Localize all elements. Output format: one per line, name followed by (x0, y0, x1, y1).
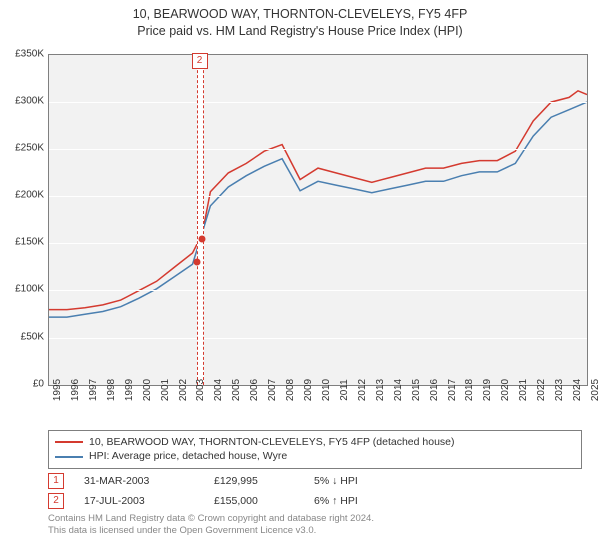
y-tick-label: £350K (0, 48, 44, 59)
y-tick-label: £200K (0, 190, 44, 201)
marker-badge: 2 (192, 53, 208, 69)
chart: 2 £0 £50K £100K £150K £200K £250K £300K £350K 19… (0, 44, 600, 424)
y-tick-label: £0 (0, 378, 44, 389)
x-tick-label: 2008 (285, 379, 296, 401)
x-tick-label: 2010 (321, 379, 332, 401)
gridline-h (49, 149, 587, 150)
x-tick-label: 2020 (500, 379, 511, 401)
marker-data-row: 2 17-JUL-2003 £155,000 6% ↑ HPI (48, 493, 590, 509)
gridline-h (49, 243, 587, 244)
x-tick-label: 2000 (142, 379, 153, 401)
x-tick-label: 2017 (447, 379, 458, 401)
x-tick-label: 2011 (339, 379, 350, 401)
gridline-h (49, 102, 587, 103)
x-tick-label: 2009 (303, 379, 314, 401)
marker-row-price: £155,000 (214, 495, 294, 507)
x-tick-label: 1998 (106, 379, 117, 401)
footer: Contains HM Land Registry data © Crown c… (48, 513, 590, 537)
x-tick-label: 2025 (590, 379, 600, 401)
x-tick-label: 2003 (195, 379, 206, 401)
x-tick-label: 2021 (518, 379, 529, 401)
x-tick-label: 2015 (411, 379, 422, 401)
marker-data-row: 1 31-MAR-2003 £129,995 5% ↓ HPI (48, 473, 590, 489)
footer-line-1: Contains HM Land Registry data © Crown c… (48, 513, 590, 525)
x-tick-label: 2006 (249, 379, 260, 401)
title-block: 10, BEARWOOD WAY, THORNTON-CLEVELEYS, FY… (0, 0, 600, 44)
marker-row-pct: 6% ↑ HPI (314, 495, 404, 507)
marker-row-date: 17-JUL-2003 (84, 495, 194, 507)
x-tick-label: 2023 (554, 379, 565, 401)
marker-row-date: 31-MAR-2003 (84, 475, 194, 487)
legend-row: 10, BEARWOOD WAY, THORNTON-CLEVELEYS, FY… (55, 435, 575, 450)
legend-label: 10, BEARWOOD WAY, THORNTON-CLEVELEYS, FY… (89, 435, 455, 450)
marker-row-badge: 2 (48, 493, 64, 509)
marker-point (199, 235, 206, 242)
plot-area: 2 (48, 54, 588, 386)
gridline-h (49, 196, 587, 197)
marker-row-price: £129,995 (214, 475, 294, 487)
footer-line-2: This data is licensed under the Open Gov… (48, 525, 590, 537)
x-tick-label: 1997 (88, 379, 99, 401)
x-tick-label: 2013 (375, 379, 386, 401)
legend-row: HPI: Average price, detached house, Wyre (55, 449, 575, 464)
x-tick-label: 2022 (536, 379, 547, 401)
y-tick-label: £100K (0, 284, 44, 295)
marker-point (193, 259, 200, 266)
series-line-hpi (49, 102, 587, 317)
y-tick-label: £150K (0, 237, 44, 248)
marker-row-badge: 1 (48, 473, 64, 489)
x-tick-label: 1995 (52, 379, 63, 401)
y-tick-label: £50K (0, 331, 44, 342)
gridline-h (49, 290, 587, 291)
legend-swatch (55, 441, 83, 443)
legend: 10, BEARWOOD WAY, THORNTON-CLEVELEYS, FY… (48, 430, 582, 469)
x-tick-label: 2004 (213, 379, 224, 401)
x-tick-label: 1996 (70, 379, 81, 401)
x-tick-label: 1999 (124, 379, 135, 401)
x-tick-label: 2002 (178, 379, 189, 401)
title-line-1: 10, BEARWOOD WAY, THORNTON-CLEVELEYS, FY… (0, 6, 600, 23)
marker-data-rows: 1 31-MAR-2003 £129,995 5% ↓ HPI 2 17-JUL-2003… (48, 473, 590, 509)
x-tick-label: 2007 (267, 379, 278, 401)
y-tick-label: £250K (0, 143, 44, 154)
legend-label: HPI: Average price, detached house, Wyre (89, 449, 287, 464)
x-tick-label: 2005 (231, 379, 242, 401)
x-tick-label: 2016 (429, 379, 440, 401)
marker-band (197, 55, 204, 385)
x-tick-label: 2012 (357, 379, 368, 401)
legend-swatch (55, 456, 83, 458)
y-tick-label: £300K (0, 95, 44, 106)
x-tick-label: 2001 (160, 379, 171, 401)
gridline-h (49, 338, 587, 339)
x-tick-label: 2019 (482, 379, 493, 401)
x-tick-label: 2024 (572, 379, 583, 401)
chart-container: 10, BEARWOOD WAY, THORNTON-CLEVELEYS, FY… (0, 0, 600, 560)
line-series-svg (49, 55, 587, 385)
series-line-price_paid (49, 91, 587, 310)
marker-row-pct: 5% ↓ HPI (314, 475, 404, 487)
title-line-2: Price paid vs. HM Land Registry's House … (0, 23, 600, 40)
x-tick-label: 2014 (393, 379, 404, 401)
x-tick-label: 2018 (464, 379, 475, 401)
